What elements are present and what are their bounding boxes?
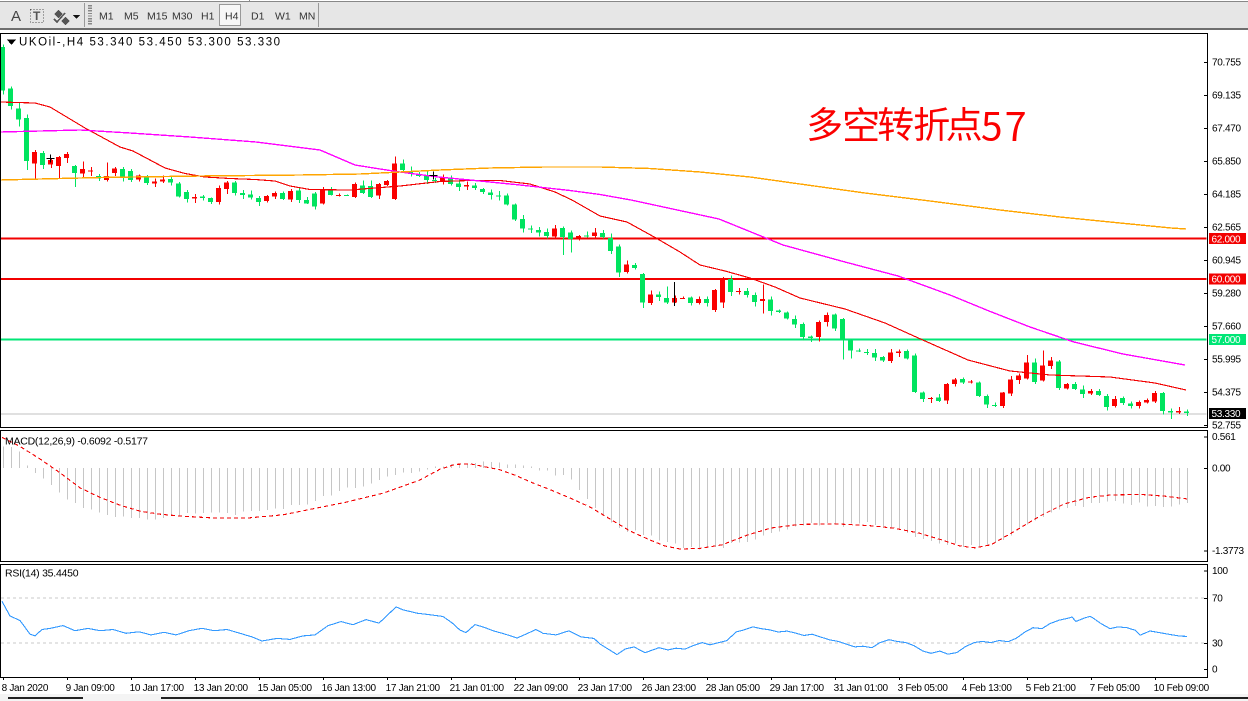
svg-text:28 Jan 05:00: 28 Jan 05:00	[706, 683, 761, 694]
svg-text:M5: M5	[124, 11, 139, 23]
svg-text:29 Jan 17:00: 29 Jan 17:00	[770, 683, 825, 694]
svg-text:8 Jan 2020: 8 Jan 2020	[2, 683, 49, 694]
svg-text:7 Feb 05:00: 7 Feb 05:00	[1090, 683, 1141, 694]
svg-text:65.850: 65.850	[1212, 157, 1242, 168]
svg-text:T: T	[33, 9, 41, 23]
svg-text:62.565: 62.565	[1212, 223, 1242, 234]
svg-text:31 Jan 01:00: 31 Jan 01:00	[834, 683, 889, 694]
svg-text:59.280: 59.280	[1212, 289, 1242, 300]
svg-text:H4: H4	[225, 11, 239, 23]
svg-text:RSI(14) 35.4450: RSI(14) 35.4450	[5, 568, 79, 580]
svg-text:5 Feb 21:00: 5 Feb 21:00	[1026, 683, 1077, 694]
svg-text:60.000: 60.000	[1212, 275, 1242, 286]
svg-text:53.330: 53.330	[1212, 409, 1242, 420]
svg-text:M15: M15	[147, 11, 168, 23]
svg-text:70.755: 70.755	[1212, 58, 1242, 69]
svg-text:64.185: 64.185	[1212, 190, 1242, 201]
svg-text:67.470: 67.470	[1212, 124, 1242, 135]
svg-text:0: 0	[1212, 665, 1218, 676]
svg-text:21 Jan 01:00: 21 Jan 01:00	[450, 683, 505, 694]
svg-text:D1: D1	[251, 11, 265, 23]
svg-text:17 Jan 21:00: 17 Jan 21:00	[386, 683, 441, 694]
svg-text:10 Feb 09:00: 10 Feb 09:00	[1154, 683, 1210, 694]
svg-text:9 Jan 09:00: 9 Jan 09:00	[66, 683, 116, 694]
svg-text:10 Jan 17:00: 10 Jan 17:00	[130, 683, 185, 694]
svg-text:H1: H1	[201, 11, 215, 23]
svg-text:30: 30	[1212, 639, 1223, 650]
svg-text:0.561: 0.561	[1212, 432, 1236, 443]
svg-text:M30: M30	[172, 11, 193, 23]
svg-text:W1: W1	[275, 11, 291, 23]
svg-text:-1.3773: -1.3773	[1212, 546, 1245, 557]
svg-text:60.945: 60.945	[1212, 256, 1242, 267]
svg-text:57.660: 57.660	[1212, 322, 1242, 333]
svg-text:13 Jan 20:00: 13 Jan 20:00	[194, 683, 249, 694]
svg-text:22 Jan 09:00: 22 Jan 09:00	[514, 683, 569, 694]
svg-text:62.000: 62.000	[1212, 234, 1242, 245]
svg-text:4 Feb 13:00: 4 Feb 13:00	[962, 683, 1013, 694]
svg-text:100: 100	[1212, 566, 1229, 577]
svg-text:3 Feb 05:00: 3 Feb 05:00	[898, 683, 949, 694]
svg-text:52.755: 52.755	[1212, 421, 1242, 432]
svg-text:55.995: 55.995	[1212, 355, 1242, 366]
svg-text:26 Jan 23:00: 26 Jan 23:00	[642, 683, 697, 694]
svg-text:70: 70	[1212, 593, 1223, 604]
svg-text:57.000: 57.000	[1212, 335, 1242, 346]
svg-text:54.375: 54.375	[1212, 388, 1242, 399]
svg-text:23 Jan 17:00: 23 Jan 17:00	[578, 683, 633, 694]
svg-text:0.00: 0.00	[1212, 464, 1231, 475]
svg-text:MN: MN	[299, 11, 315, 23]
svg-text:UKOil-,H4 53.340 53.450 53.30: UKOil-,H4 53.340 53.450 53.300 53.330	[19, 37, 282, 49]
svg-text:69.135: 69.135	[1212, 91, 1242, 102]
svg-text:16 Jan 13:00: 16 Jan 13:00	[322, 683, 377, 694]
svg-text:15 Jan 05:00: 15 Jan 05:00	[258, 683, 313, 694]
svg-text:MACD(12,26,9) -0.6092 -0.5177: MACD(12,26,9) -0.6092 -0.5177	[5, 436, 148, 448]
svg-text:M1: M1	[99, 11, 114, 23]
svg-text:A: A	[11, 8, 21, 25]
